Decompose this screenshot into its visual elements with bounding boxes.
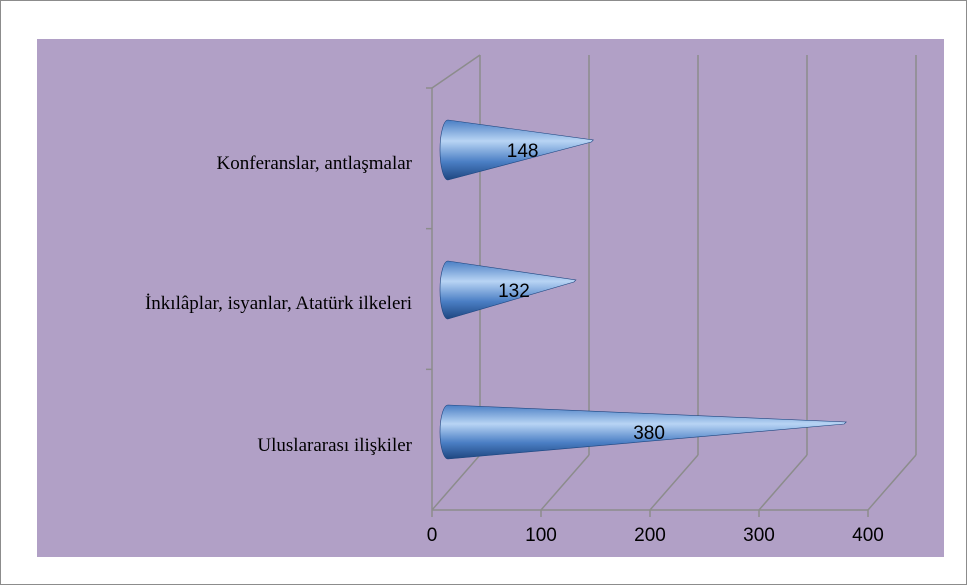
y-axis-top-edge	[431, 54, 481, 89]
category-label: Uluslararası ilişkiler	[257, 435, 412, 456]
cone-bar	[439, 260, 577, 320]
axes	[426, 54, 869, 517]
data-label: 148	[507, 141, 539, 162]
bars	[439, 119, 847, 460]
cone-bar	[439, 119, 594, 181]
floor-gridline	[540, 454, 590, 511]
data-label: 132	[498, 281, 530, 302]
x-tick-label: 400	[852, 525, 884, 546]
cone-bar	[439, 404, 847, 460]
floor-gridline	[867, 454, 917, 511]
x-tick-label: 300	[743, 525, 775, 546]
x-tick-label: 200	[634, 525, 666, 546]
x-tick-label: 100	[525, 525, 557, 546]
floor-gridline	[758, 454, 808, 511]
category-label: İnkılâplar, isyanlar, Atatürk ilkeleri	[145, 293, 412, 314]
floor-gridline	[649, 454, 699, 511]
floor-gridline	[431, 454, 481, 511]
gridlines	[431, 55, 917, 511]
x-tick-label: 0	[427, 525, 438, 546]
data-label: 380	[633, 423, 665, 444]
category-label: Konferanslar, antlaşmalar	[217, 153, 413, 174]
labels: 0 100 200 300 400 148 Konferanslar, antlaşmala…	[145, 141, 884, 546]
